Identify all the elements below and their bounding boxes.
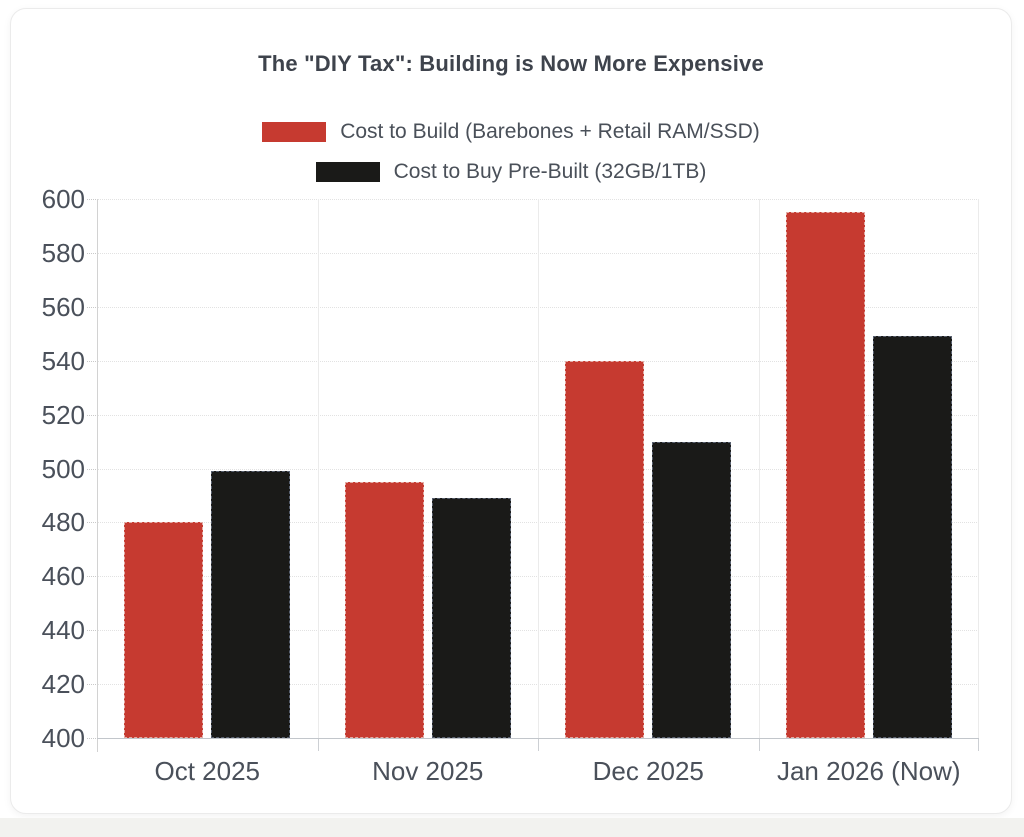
gridline-x-4: [978, 199, 979, 738]
y-tick-520: [87, 414, 96, 416]
legend-item-prebuilt[interactable]: Cost to Buy Pre-Built (32GB/1TB): [315, 157, 707, 187]
y-tick-label-520: 520: [41, 399, 85, 430]
y-tick-label-440: 440: [41, 615, 85, 646]
x-axis-tick-3: [758, 738, 760, 751]
y-tick-580: [87, 252, 96, 254]
y-tick-400: [87, 738, 96, 739]
y-tick-500: [87, 468, 96, 470]
legend-swatch-build-icon: [262, 122, 327, 142]
y-tick-label-500: 500: [41, 453, 85, 484]
x-axis-tick-1: [317, 738, 319, 751]
legend-label-build: Cost to Build (Barebones + Retail RAM/SS…: [340, 120, 760, 143]
legend-item-build[interactable]: Cost to Build (Barebones + Retail RAM/SS…: [262, 117, 760, 147]
bar-build-jan-2026-now[interactable]: [785, 212, 865, 738]
y-tick-label-480: 480: [41, 507, 85, 538]
plot-area: 400 420 440 460 480 500 520 540 560 580 600 Oct 202…: [42, 186, 979, 786]
gridline-x-1: [317, 199, 319, 738]
y-tick-420: [87, 684, 96, 686]
bar-build-nov-2025[interactable]: [344, 481, 424, 738]
bar-build-oct-2025[interactable]: [124, 522, 204, 738]
x-tick-label-nov-2025: Nov 2025: [372, 756, 484, 786]
chart-title: The "DIY Tax": Building is Now More Expe…: [258, 51, 764, 76]
y-tick-label-600: 600: [41, 184, 85, 214]
y-tick-label-540: 540: [41, 345, 85, 376]
x-tick-label-oct-2025: Oct 2025: [154, 756, 260, 786]
legend-swatch-prebuilt-icon: [315, 162, 380, 182]
page-bottom-strip: [0, 818, 1024, 837]
bar-prebuilt-oct-2025[interactable]: [211, 471, 291, 738]
bar-prebuilt-jan-2026-now[interactable]: [872, 336, 952, 738]
x-axis-line: [97, 738, 979, 739]
x-tick-label-jan-2026-now: Jan 2026 (Now): [776, 756, 961, 786]
x-axis-tick-4: [978, 738, 979, 751]
x-tick-label-dec-2025: Dec 2025: [592, 756, 704, 786]
y-tick-540: [87, 360, 96, 362]
bar-prebuilt-dec-2025[interactable]: [652, 441, 732, 738]
y-tick-460: [87, 576, 96, 578]
gridline-x-2: [538, 199, 539, 738]
y-tick-label-580: 580: [41, 237, 85, 268]
chart-card: The "DIY Tax": Building is Now More Expe…: [10, 8, 1012, 814]
legend-label-prebuilt: Cost to Buy Pre-Built (32GB/1TB): [393, 160, 707, 183]
y-tick-600: [87, 199, 96, 200]
y-tick-label-460: 460: [41, 561, 85, 592]
y-tick-440: [87, 630, 96, 632]
chart-legend: Cost to Build (Barebones + Retail RAM/SS…: [11, 117, 1011, 187]
gridline-x-3: [758, 199, 760, 738]
bar-build-dec-2025[interactable]: [565, 360, 645, 738]
y-tick-560: [87, 306, 96, 308]
y-tick-480: [87, 522, 96, 524]
y-axis-line: [97, 199, 98, 752]
x-axis-tick-2: [538, 738, 539, 751]
y-tick-label-400: 400: [41, 723, 85, 753]
y-tick-label-420: 420: [41, 669, 85, 700]
y-tick-label-560: 560: [41, 291, 85, 322]
bar-prebuilt-nov-2025[interactable]: [431, 498, 511, 738]
